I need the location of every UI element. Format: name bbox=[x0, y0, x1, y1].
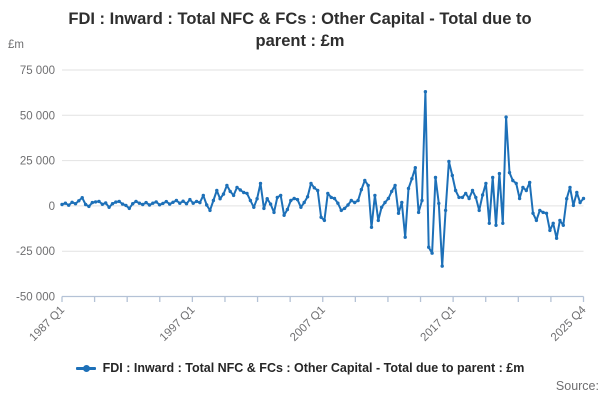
series-line-marker-icon bbox=[75, 364, 96, 373]
svg-text:-25 000: -25 000 bbox=[16, 246, 55, 258]
legend-label: FDI : Inward : Total NFC & FCs : Other C… bbox=[102, 361, 525, 375]
svg-text:2017 Q1: 2017 Q1 bbox=[419, 304, 459, 344]
data-series-line bbox=[60, 90, 586, 268]
svg-text:2007 Q1: 2007 Q1 bbox=[288, 304, 328, 344]
source-label: Source: bbox=[555, 379, 599, 393]
chart-title-line2: parent : £m bbox=[255, 31, 345, 50]
svg-text:0: 0 bbox=[49, 201, 55, 213]
svg-text:25 000: 25 000 bbox=[20, 156, 55, 168]
y-axis-tick-labels: 75 000 50 000 25 000 0 -25 000 -50 000 bbox=[16, 65, 55, 304]
x-axis-tick-labels: 1987 Q1 1997 Q1 2007 Q1 2017 Q1 2025 Q4 bbox=[27, 304, 589, 344]
x-axis bbox=[61, 295, 585, 302]
svg-text:1987 Q1: 1987 Q1 bbox=[27, 304, 67, 344]
y-axis-unit-label: £m bbox=[8, 39, 24, 51]
chart-title-line1: FDI : Inward : Total NFC & FCs : Other C… bbox=[68, 10, 532, 28]
legend-item[interactable]: FDI : Inward : Total NFC & FCs : Other C… bbox=[0, 361, 600, 375]
svg-text:1997 Q1: 1997 Q1 bbox=[158, 304, 198, 344]
svg-text:2025 Q4: 2025 Q4 bbox=[549, 304, 589, 344]
svg-text:-50 000: -50 000 bbox=[16, 292, 55, 304]
svg-text:75 000: 75 000 bbox=[20, 65, 55, 77]
svg-text:50 000: 50 000 bbox=[20, 110, 55, 122]
chart-title: FDI : Inward : Total NFC & FCs : Other C… bbox=[0, 9, 600, 53]
